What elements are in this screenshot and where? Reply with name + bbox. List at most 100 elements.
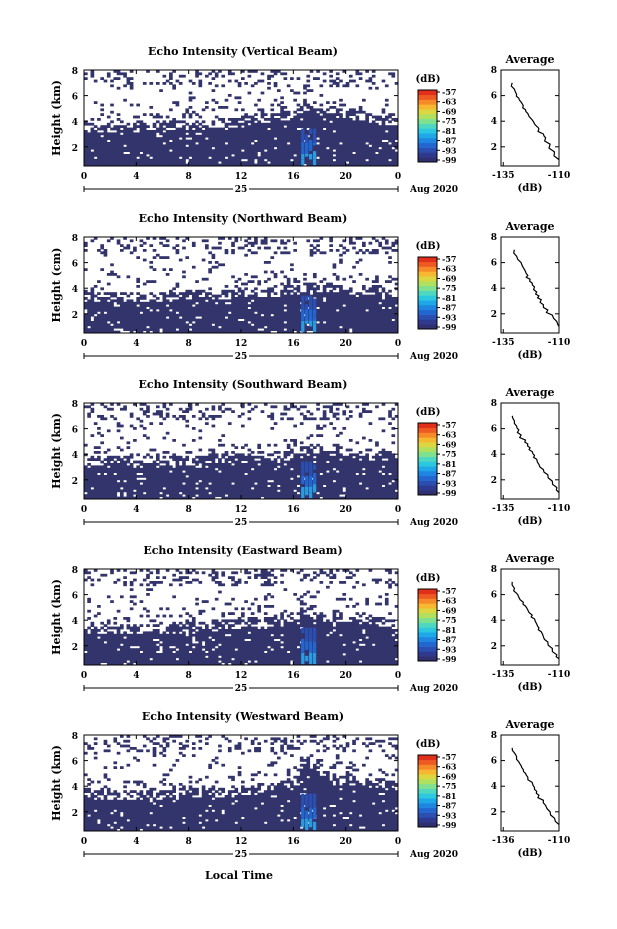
heatmap-cell [355,139,360,143]
heatmap-cell [335,134,340,138]
heatmap-cell [97,489,101,493]
heatmap-cell [221,146,226,150]
heatmap-cell [182,328,186,331]
heatmap-cell [257,301,262,305]
heatmap-cell [182,130,186,133]
heatmap-cell [195,139,199,143]
heatmap-cell [211,458,216,461]
heatmap-cell [273,163,278,167]
heatmap-cell [205,163,209,167]
heatmap-cell [237,479,242,483]
heatmap-cell [211,122,216,126]
heatmap-cell [165,311,170,315]
heatmap-cell [247,144,252,148]
heatmap-cell [146,415,150,418]
heatmap-cell [371,311,376,315]
heatmap-cell [188,292,193,295]
heatmap-cell [218,407,222,411]
heatmap-cell [172,477,176,481]
heatmap-cell [155,328,160,331]
heatmap-cell [142,309,147,312]
heatmap-cell [123,463,127,466]
heatmap-cell [106,301,111,305]
heatmap-cell [362,294,366,298]
heatmap-cell [136,318,140,322]
heatmap-cell [87,311,91,315]
heatmap-cell [273,130,278,133]
heatmap-cell [224,325,229,329]
heatmap-cell [286,84,291,88]
heatmap-cell [267,151,271,155]
heatmap-cell [119,134,124,138]
heatmap-cell [90,494,95,497]
heatmap-cell [348,139,353,143]
heatmap-cell [123,134,127,138]
heatmap-cell [371,301,376,305]
heatmap-cell [348,79,353,83]
heatmap-cell [185,491,190,495]
heatmap-cell [188,163,193,167]
heatmap-cell [93,161,98,164]
heatmap-cell [129,455,134,459]
heatmap-cell [97,154,101,157]
heatmap-cell [178,455,183,459]
heatmap-cell [84,122,88,126]
heatmap-cell [342,316,347,319]
heatmap-cell [113,163,118,167]
heatmap-cell [362,149,366,152]
heatmap-cell [90,407,95,411]
heatmap-cell [391,321,396,324]
heatmap-cell [296,118,301,121]
heatmap-cell [326,161,330,164]
heatmap-cell [267,299,271,303]
heatmap-cell [211,265,216,269]
heatmap-cell [257,134,262,138]
heatmap-cell [312,118,317,121]
heatmap-cell [303,161,307,164]
heatmap-cell [244,122,248,126]
heatmap-cell [149,139,154,143]
heatmap-cell [103,313,108,317]
heatmap-cell [146,313,150,317]
heatmap-cell [205,144,209,148]
heatmap-cell [165,477,170,481]
heatmap-cell [224,132,229,136]
heatmap-cell [188,489,193,493]
heatmap-cell [234,285,239,288]
heatmap-cell [191,313,196,317]
heatmap-cell [345,118,350,121]
heatmap-cell [309,70,314,73]
heatmap-cell [358,325,363,329]
heatmap-cell [100,321,105,324]
heatmap-cell [263,137,268,140]
heatmap-cell [293,311,297,315]
heatmap-cell [303,323,307,327]
heatmap-cell [211,328,216,331]
heatmap-cell [149,113,154,116]
heatmap-cell [267,313,271,317]
heatmap-cell [162,297,167,300]
heatmap-cell [319,292,324,295]
heatmap-cell [388,134,392,138]
heatmap-cell [231,313,235,317]
heatmap-cell [103,142,108,145]
heatmap-cell [172,149,176,152]
heatmap-cell [195,318,199,322]
heatmap-cell [178,309,183,312]
heatmap-cell [110,163,114,167]
heatmap-cell [129,463,134,466]
heatmap-cell [394,330,399,334]
heatmap-cell [319,127,324,131]
heatmap-cell [244,321,248,324]
heatmap-cell [208,330,212,334]
heatmap-cell [126,127,131,131]
heatmap-cell [241,491,245,495]
heatmap-cell [290,316,294,319]
heatmap-cell [136,323,140,327]
heatmap-cell [260,130,265,133]
heatmap-cell [293,304,297,307]
heatmap-cell [103,156,108,160]
heatmap-cell [303,125,307,128]
heatmap-cell [244,487,248,490]
heatmap-cell [234,496,239,500]
